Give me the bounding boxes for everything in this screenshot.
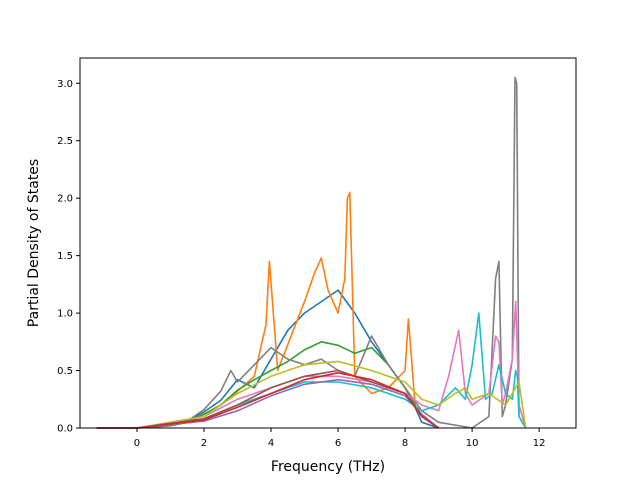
pdos-series-line-7 — [96, 360, 527, 429]
x-axis-label: Frequency (THz) — [271, 459, 385, 475]
y-tick-label: 2.0 — [57, 194, 73, 205]
x-tick-label: 10 — [466, 438, 479, 449]
pdos-series-line-10 — [96, 371, 440, 429]
y-tick-label: 0.5 — [57, 366, 73, 377]
y-tick-label: 3.0 — [57, 79, 73, 90]
y-tick-label: 2.5 — [57, 136, 73, 147]
series-lines — [96, 76, 527, 429]
pdos-series-line-6 — [96, 312, 527, 429]
y-tick-label: 1.0 — [57, 309, 73, 320]
pdos-series-line-3 — [96, 340, 440, 429]
y-axis-label: Partial Density of States — [26, 159, 42, 327]
x-tick-label: 8 — [402, 438, 408, 449]
x-axis-ticks: 0 2 4 6 8 10 12 — [134, 428, 546, 449]
x-tick-label: 2 — [201, 438, 207, 449]
pdos-series-line-9 — [96, 369, 440, 429]
plot-frame — [79, 57, 577, 429]
pdos-series-line-1 — [96, 289, 439, 429]
x-tick-label: 6 — [335, 438, 341, 449]
x-tick-label: 4 — [268, 438, 274, 449]
y-tick-label: 0.0 — [57, 424, 73, 435]
y-axis-ticks: 0.0 0.5 1.0 1.5 2.0 2.5 3.0 — [57, 79, 80, 435]
pdos-series-line-5 — [96, 300, 527, 429]
x-tick-label: 0 — [134, 438, 140, 449]
x-tick-label: 12 — [533, 438, 546, 449]
y-tick-label: 1.5 — [57, 251, 73, 262]
